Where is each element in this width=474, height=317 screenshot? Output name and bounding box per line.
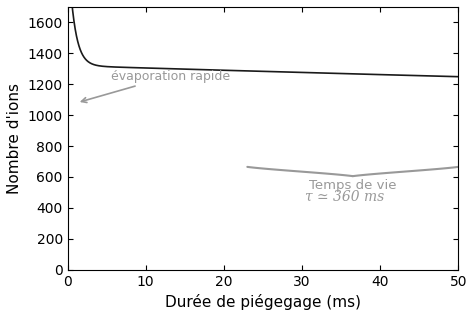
Text: évaporation rapide: évaporation rapide [82,69,230,102]
Y-axis label: Nombre d'ions: Nombre d'ions [7,83,22,194]
X-axis label: Durée de piégegage (ms): Durée de piégegage (ms) [165,294,361,310]
Text: τ ≃ 360 ms: τ ≃ 360 ms [305,190,384,204]
Text: Temps de vie: Temps de vie [309,179,397,192]
